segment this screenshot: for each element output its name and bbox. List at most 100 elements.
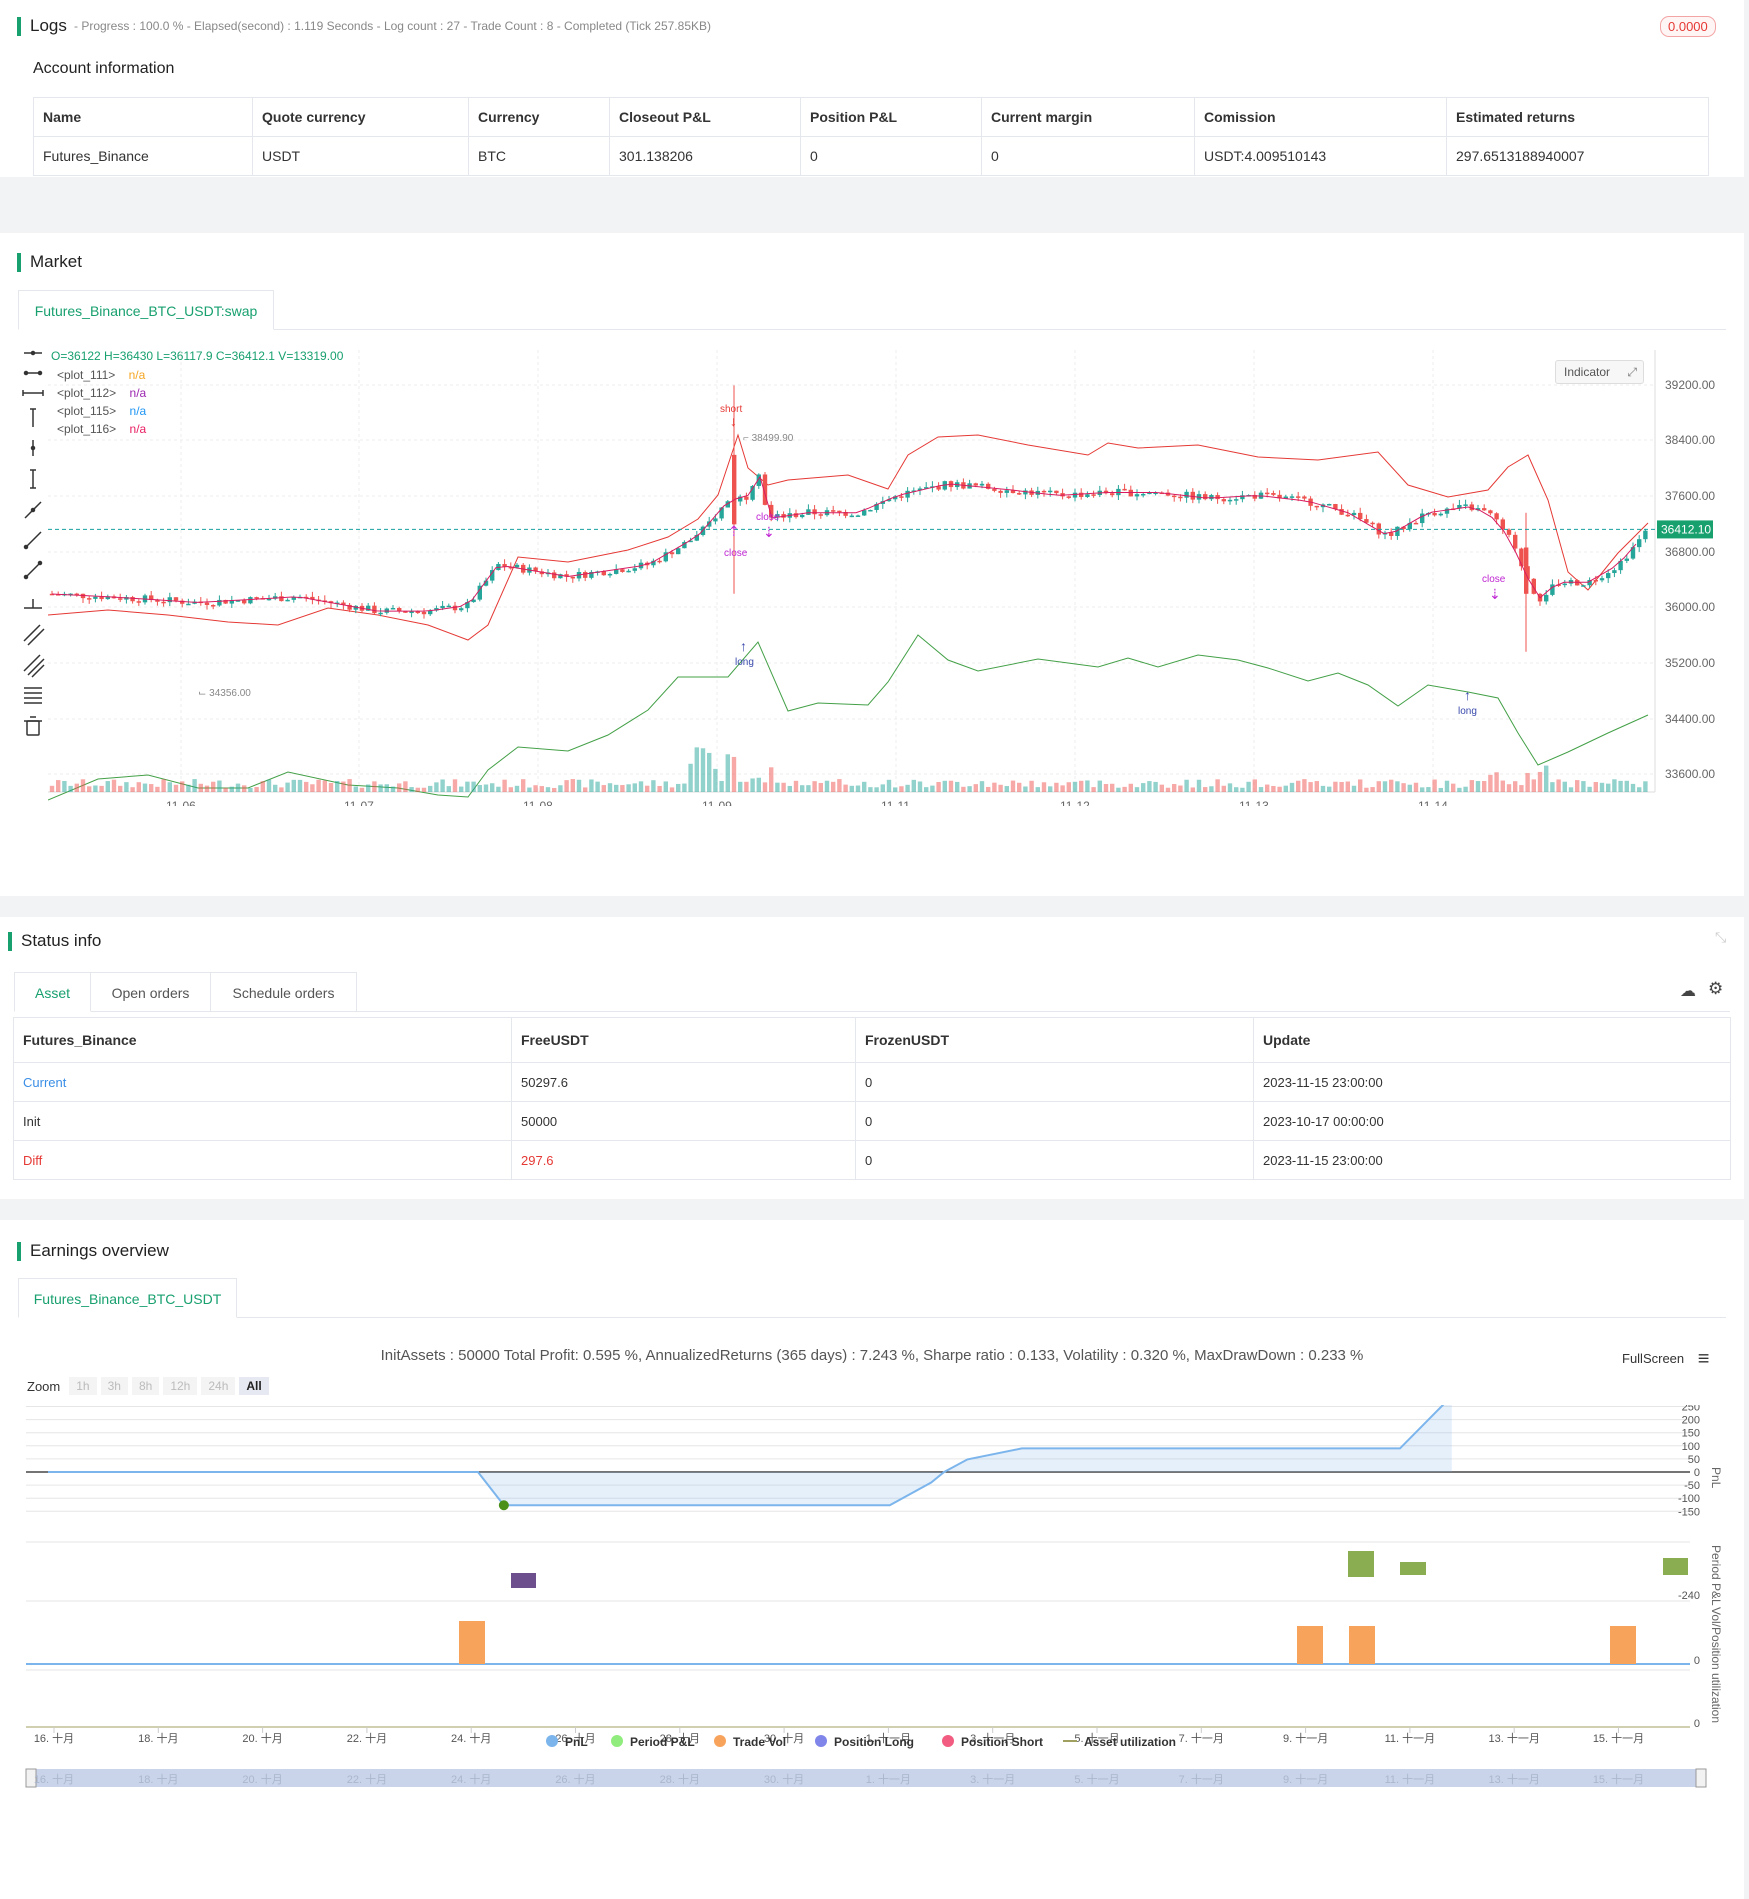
legend-item-position-long[interactable]: Position Long bbox=[815, 1735, 914, 1749]
volume-bar bbox=[1624, 780, 1629, 792]
earnings-chart[interactable]: 300250200150100500-50-100-150PnL-240Peri… bbox=[0, 1405, 1744, 1899]
candle-body bbox=[1575, 580, 1580, 586]
legend-item-trade-vol[interactable]: Trade Vol bbox=[714, 1735, 786, 1749]
navigator-handle-left[interactable] bbox=[25, 1768, 37, 1788]
date-tick: 11-13 bbox=[1239, 799, 1269, 806]
tab-schedule-orders[interactable]: Schedule orders bbox=[211, 972, 357, 1012]
cloud-upload-icon[interactable]: ☁ bbox=[1680, 983, 1696, 1000]
candle-body bbox=[155, 599, 160, 602]
volume-bar bbox=[502, 779, 507, 792]
navigator-tick: 18. 十月 bbox=[138, 1772, 178, 1786]
tab-earnings-symbol[interactable]: Futures_Binance_BTC_USDT bbox=[18, 1278, 237, 1318]
volume-bar bbox=[1252, 779, 1257, 792]
volume-bar bbox=[626, 784, 631, 792]
volume-bar bbox=[893, 787, 898, 792]
volume-bar bbox=[1494, 772, 1499, 792]
volume-bar bbox=[787, 785, 792, 792]
legend-item-period-p-l[interactable]: Period P&L bbox=[611, 1735, 695, 1749]
volume-bar bbox=[539, 786, 544, 792]
legend-item-asset-utilization[interactable]: Asset utilization bbox=[1063, 1735, 1176, 1749]
volume-bar bbox=[1066, 782, 1071, 792]
volume-bar bbox=[1364, 787, 1369, 792]
tab-divider bbox=[237, 1317, 1726, 1318]
candle-body bbox=[570, 576, 575, 579]
volume-bar bbox=[762, 782, 768, 792]
drawing-toolbar[interactable] bbox=[20, 343, 46, 763]
volume-bars bbox=[49, 747, 1648, 792]
candle-body bbox=[1227, 499, 1233, 502]
market-panel: Market Futures_Binance_BTC_USDT:swap O=3… bbox=[0, 233, 1744, 896]
candle-body bbox=[1643, 530, 1648, 540]
legend-item-position-short[interactable]: Position Short bbox=[942, 1735, 1043, 1749]
gear-icon[interactable]: ⚙ bbox=[1708, 979, 1724, 998]
candle-body bbox=[806, 509, 811, 515]
zoom-3h[interactable]: 3h bbox=[100, 1377, 128, 1395]
asset-table-header: Futures_Binance FreeUSDT FrozenUSDT Upda… bbox=[13, 1017, 1731, 1063]
candle-body bbox=[173, 597, 179, 601]
candle-body bbox=[1178, 496, 1183, 499]
legend-item-pnl[interactable]: PnL bbox=[546, 1735, 588, 1749]
volume-bar bbox=[49, 785, 55, 792]
candle-body bbox=[254, 597, 259, 599]
candlestick-chart[interactable]: 39200.00 38400.00 37600.00 36800.00 36000.00… bbox=[48, 350, 1738, 806]
volume-bar bbox=[911, 779, 916, 792]
volume-bar bbox=[1141, 783, 1146, 792]
candle-body bbox=[626, 570, 631, 573]
volume-bar bbox=[645, 785, 650, 792]
candle-body bbox=[1599, 578, 1605, 581]
volume-bar bbox=[1308, 782, 1313, 792]
candle-body bbox=[266, 598, 272, 601]
volume-bar bbox=[955, 781, 960, 792]
tab-open-orders[interactable]: Open orders bbox=[91, 972, 211, 1012]
candle-body bbox=[1482, 508, 1487, 511]
volume-bar bbox=[105, 781, 110, 792]
volume-bar bbox=[620, 785, 625, 792]
volume-bar bbox=[366, 784, 371, 792]
navigator-range[interactable] bbox=[26, 1769, 1706, 1787]
volume-bar bbox=[862, 781, 867, 792]
candle-body bbox=[211, 605, 216, 607]
candle-body bbox=[1302, 496, 1307, 499]
volume-bar bbox=[1537, 771, 1543, 792]
volume-bar bbox=[161, 779, 166, 792]
volume-bar bbox=[651, 780, 656, 792]
x-tick: 20. 十月 bbox=[242, 1731, 282, 1745]
volume-bar bbox=[1593, 782, 1598, 792]
zoom-all[interactable]: All bbox=[239, 1377, 269, 1395]
tab-asset[interactable]: Asset bbox=[14, 972, 91, 1012]
zoom-12h[interactable]: 12h bbox=[163, 1377, 198, 1395]
volume-bar bbox=[1395, 781, 1400, 792]
volume-bar bbox=[1562, 781, 1567, 792]
navigator-tick: 1. 十一月 bbox=[866, 1772, 911, 1786]
fullscreen-button[interactable]: FullScreen ≡ bbox=[1622, 1348, 1709, 1371]
collapse-icon[interactable]: ⤡ bbox=[1715, 929, 1727, 945]
volume-bar bbox=[750, 778, 755, 792]
volume-bar bbox=[917, 781, 923, 792]
volume-bar bbox=[1041, 782, 1047, 792]
zoom-24h[interactable]: 24h bbox=[201, 1377, 236, 1395]
volume-bar bbox=[1413, 782, 1419, 792]
zoom-8h[interactable]: 8h bbox=[131, 1377, 160, 1395]
legend-plot-115: <plot_115> n/a bbox=[57, 402, 146, 420]
volume-bar bbox=[74, 783, 79, 792]
volume-bar bbox=[1426, 787, 1431, 792]
tab-market-symbol[interactable]: Futures_Binance_BTC_USDT:swap bbox=[18, 290, 274, 330]
candle-body bbox=[992, 488, 997, 491]
candle-body bbox=[508, 566, 513, 569]
candle-body bbox=[607, 573, 613, 576]
legend-value: n/a bbox=[129, 386, 147, 400]
navigator-tick: 15. 十一月 bbox=[1593, 1772, 1644, 1786]
volume-bar bbox=[359, 787, 365, 792]
earnings-summary: InitAssets : 50000 Total Profit: 0.595 %… bbox=[380, 1347, 1364, 1364]
x-tick: 11. 十一月 bbox=[1385, 1731, 1436, 1745]
volume-bar bbox=[1153, 781, 1158, 792]
volume-bar bbox=[124, 782, 129, 792]
volume-bar bbox=[831, 781, 836, 792]
candle-body bbox=[477, 585, 482, 600]
volume-bar bbox=[390, 786, 396, 792]
zoom-1h[interactable]: 1h bbox=[69, 1377, 97, 1395]
candle-body bbox=[459, 608, 464, 611]
navigator-handle-right[interactable] bbox=[1695, 1768, 1707, 1788]
indicator-button[interactable]: Indicator ⤢ bbox=[1555, 360, 1644, 384]
volume-bar bbox=[824, 780, 830, 792]
